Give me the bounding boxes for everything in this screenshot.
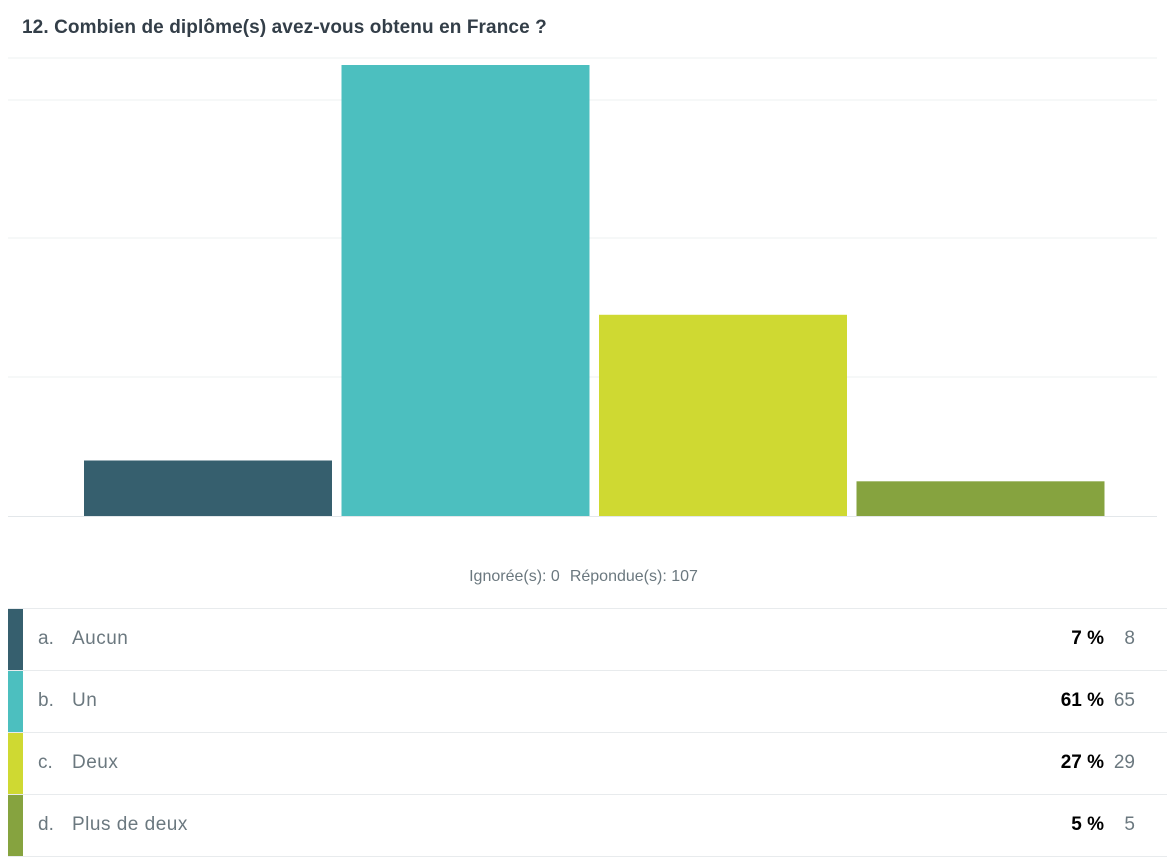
answer-letter: c.	[38, 752, 53, 773]
answer-color-swatch	[8, 795, 23, 856]
answer-letter: b.	[38, 690, 54, 711]
skipped-count: Ignorée(s): 0	[469, 568, 560, 585]
answer-percent: 61 %	[1060, 690, 1104, 711]
answer-color-swatch	[8, 733, 23, 794]
answer-color-swatch	[8, 671, 23, 732]
answer-count: 5	[1124, 814, 1135, 835]
answer-label: Plus de deux	[72, 814, 188, 835]
answer-percent: 5 %	[1071, 814, 1104, 835]
answer-row-b: b. Un 61 % 65	[8, 671, 1167, 733]
answer-label: Un	[72, 690, 98, 711]
answer-count: 8	[1124, 628, 1135, 649]
answer-count: 29	[1113, 752, 1135, 773]
bar-deux[interactable]	[599, 314, 847, 516]
answer-label: Deux	[72, 752, 119, 773]
question-title: 12. Combien de diplôme(s) avez-vous obte…	[22, 17, 547, 38]
bar-un[interactable]	[341, 65, 590, 516]
answer-percent: 7 %	[1071, 628, 1104, 649]
answer-label: Aucun	[72, 628, 129, 649]
answer-percent: 27 %	[1060, 752, 1104, 773]
answer-count: 65	[1113, 690, 1135, 711]
bar-aucun[interactable]	[84, 460, 332, 516]
answer-row-c: c. Deux 27 % 29	[8, 733, 1167, 795]
answer-letter: a.	[38, 628, 54, 649]
chart-bars	[84, 65, 1105, 516]
answered-count: Répondue(s): 107	[569, 568, 698, 585]
answer-table: a. Aucun 7 % 8 b. Un 61 % 65 c. Deux 27 …	[8, 608, 1167, 857]
bar-plus-de-deux[interactable]	[856, 481, 1105, 516]
response-stats: Ignorée(s): 0 Répondue(s): 107	[0, 568, 1167, 586]
bar-chart	[8, 57, 1157, 517]
answer-row-d: d. Plus de deux 5 % 5	[8, 795, 1167, 857]
answer-color-swatch	[8, 609, 23, 670]
answer-row-a: a. Aucun 7 % 8	[8, 609, 1167, 671]
answer-letter: d.	[38, 814, 54, 835]
